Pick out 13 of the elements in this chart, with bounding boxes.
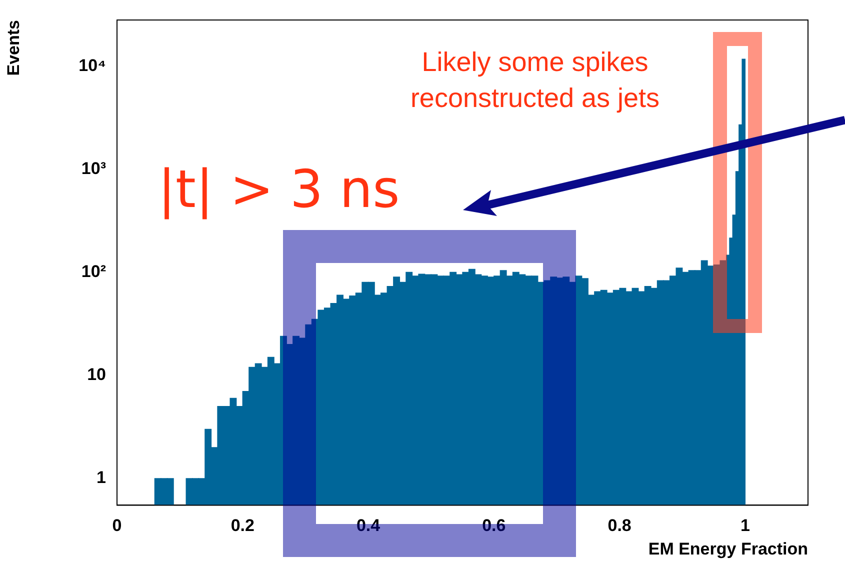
y-tick-label: 1 [96,468,106,488]
x-tick-label: 0 [112,516,122,536]
y-axis-title: Events [4,20,23,76]
x-tick-label: 0.2 [230,516,254,536]
x-axis-title: EM Energy Fraction [648,539,808,558]
y-tick-label: 10⁴ [78,56,106,75]
x-tick-label: 1 [740,516,750,536]
y-tick-label: 10 [87,365,106,384]
x-tick-label: 0.8 [608,516,632,536]
annotation: |t| > 3 ns [158,160,400,220]
y-tick-label: 10³ [81,158,106,178]
y-tick-label: 10² [81,262,106,281]
annotation: Likely some spikes reconstructed as jets [409,46,661,115]
